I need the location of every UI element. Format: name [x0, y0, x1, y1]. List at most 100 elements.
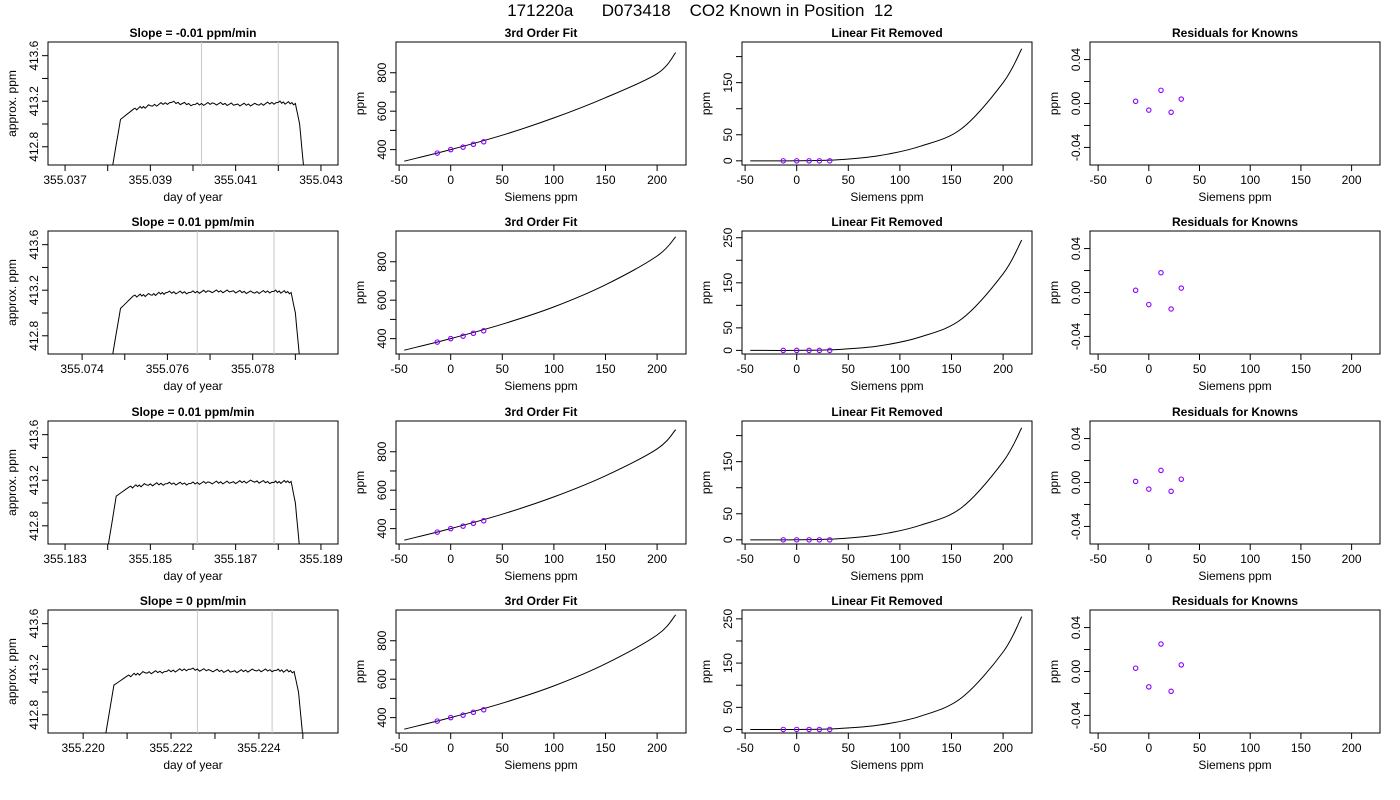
- data-point: [460, 333, 466, 339]
- y-tick-label: 413.2: [27, 654, 41, 684]
- data-point: [806, 347, 812, 354]
- y-tick-label: 250: [721, 227, 735, 247]
- panel-title: Slope = -0.01 ppm/min: [129, 26, 256, 40]
- panel: Residuals for Knowns -50 0 50 100 150 200 Sieme…: [1047, 594, 1381, 772]
- data-point: [1146, 301, 1152, 308]
- data-point: [460, 712, 466, 718]
- series-line: [404, 614, 677, 730]
- y-tick-label: 0: [721, 536, 735, 543]
- plot-frame: [47, 609, 339, 734]
- panel-title: Slope = 0.01 ppm/min: [131, 405, 254, 419]
- plot-area: [1132, 641, 1185, 695]
- data-point: [826, 726, 833, 733]
- y-tick-label: 0: [721, 347, 735, 354]
- data-point: [806, 537, 812, 543]
- y-tick-label: -0.04: [1069, 322, 1083, 350]
- x-tick-label: 355.043: [299, 173, 343, 187]
- y-axis-label: approx. ppm: [5, 70, 19, 137]
- y-tick-label: 412.8: [27, 699, 41, 729]
- x-tick-label: 50: [1193, 362, 1207, 376]
- x-tick-label: 0: [793, 552, 800, 566]
- x-tick-label: 50: [1193, 173, 1207, 187]
- y-tick-label: 400: [375, 518, 389, 538]
- data-point: [1168, 306, 1174, 312]
- x-tick-label: 100: [890, 552, 910, 566]
- data-point: [434, 339, 441, 345]
- x-tick-label: 355.185: [129, 552, 173, 566]
- x-tick-label: 100: [544, 741, 564, 755]
- series-line: [750, 239, 1023, 351]
- y-tick-label: 250: [721, 609, 735, 629]
- x-axis-label: Siemens ppm: [1198, 758, 1271, 772]
- data-point: [793, 726, 800, 733]
- panel-title: 3rd Order Fit: [505, 594, 578, 608]
- data-point: [447, 146, 454, 153]
- x-tick-label: 150: [595, 741, 615, 755]
- panel: 3rd Order Fit -50 0 50 100 150 200 Siemens ppm 4…: [353, 26, 687, 204]
- x-tick-label: 200: [647, 173, 667, 187]
- y-axis-label: ppm: [353, 471, 367, 494]
- plot-frame: [741, 230, 1033, 355]
- y-tick-label: 150: [721, 451, 735, 471]
- panel-title: Linear Fit Removed: [831, 26, 942, 40]
- x-tick-label: 50: [842, 552, 856, 566]
- x-tick-label: 50: [496, 173, 510, 187]
- x-axis-label: Siemens ppm: [504, 379, 577, 393]
- x-axis-label: Siemens ppm: [504, 569, 577, 583]
- plot-frame: [741, 609, 1033, 734]
- x-tick-label: 200: [993, 741, 1013, 755]
- y-tick-label: 412.8: [27, 510, 41, 540]
- plot-area: [750, 616, 1023, 733]
- data-point: [1178, 285, 1185, 291]
- data-point: [1168, 109, 1174, 116]
- x-tick-label: 100: [1240, 741, 1260, 755]
- panel: 3rd Order Fit -50 0 50 100 150 200 Siemens ppm 4…: [353, 215, 687, 393]
- data-point: [470, 330, 477, 336]
- series-line: [750, 616, 1023, 731]
- plot-area: [112, 231, 300, 354]
- x-tick-label: 100: [1240, 552, 1260, 566]
- data-point: [480, 138, 487, 145]
- plot-area: [404, 429, 677, 541]
- y-tick-label: 800: [375, 62, 389, 82]
- x-tick-label: 50: [1193, 552, 1207, 566]
- panel: Slope = 0.01 ppm/min 355.183 355.185 355.18…: [5, 405, 343, 583]
- y-tick-label: 400: [375, 139, 389, 159]
- data-point: [1158, 87, 1164, 94]
- x-tick-label: 200: [1342, 552, 1362, 566]
- x-tick-label: 200: [647, 741, 667, 755]
- plot-area: [1132, 467, 1185, 495]
- plot-frame: [395, 420, 687, 545]
- data-point: [793, 537, 800, 543]
- series-line: [404, 429, 677, 541]
- y-axis-label: ppm: [699, 471, 713, 494]
- x-tick-label: 200: [993, 173, 1013, 187]
- x-axis-label: day of year: [163, 569, 222, 583]
- plot-area: [1132, 87, 1185, 116]
- x-tick-label: 200: [647, 362, 667, 376]
- plot-area: [404, 236, 677, 351]
- x-axis-label: Siemens ppm: [504, 190, 577, 204]
- panel: Slope = 0.01 ppm/min 355.074 355.076 355.07…: [5, 215, 339, 393]
- series-line: [404, 52, 677, 162]
- plot-frame: [741, 41, 1033, 166]
- plot-frame: [47, 230, 339, 355]
- data-point: [434, 718, 441, 724]
- data-point: [793, 347, 800, 354]
- data-point: [434, 150, 441, 156]
- x-axis-label: Siemens ppm: [504, 758, 577, 772]
- panel-title: Linear Fit Removed: [831, 405, 942, 419]
- plot-frame: [395, 609, 687, 734]
- x-tick-label: 355.037: [43, 173, 87, 187]
- y-tick-label: 150: [721, 72, 735, 92]
- panel: Residuals for Knowns -50 0 50 100 150 200 Sieme…: [1047, 405, 1381, 583]
- x-tick-label: 200: [1342, 173, 1362, 187]
- data-point: [826, 537, 833, 543]
- x-tick-label: 150: [941, 741, 961, 755]
- y-tick-label: 413.6: [27, 608, 41, 638]
- data-point: [816, 347, 823, 354]
- y-tick-label: 0.00: [1069, 280, 1083, 304]
- data-point: [780, 347, 787, 354]
- panel-title: Linear Fit Removed: [831, 215, 942, 229]
- x-tick-label: 150: [1291, 741, 1311, 755]
